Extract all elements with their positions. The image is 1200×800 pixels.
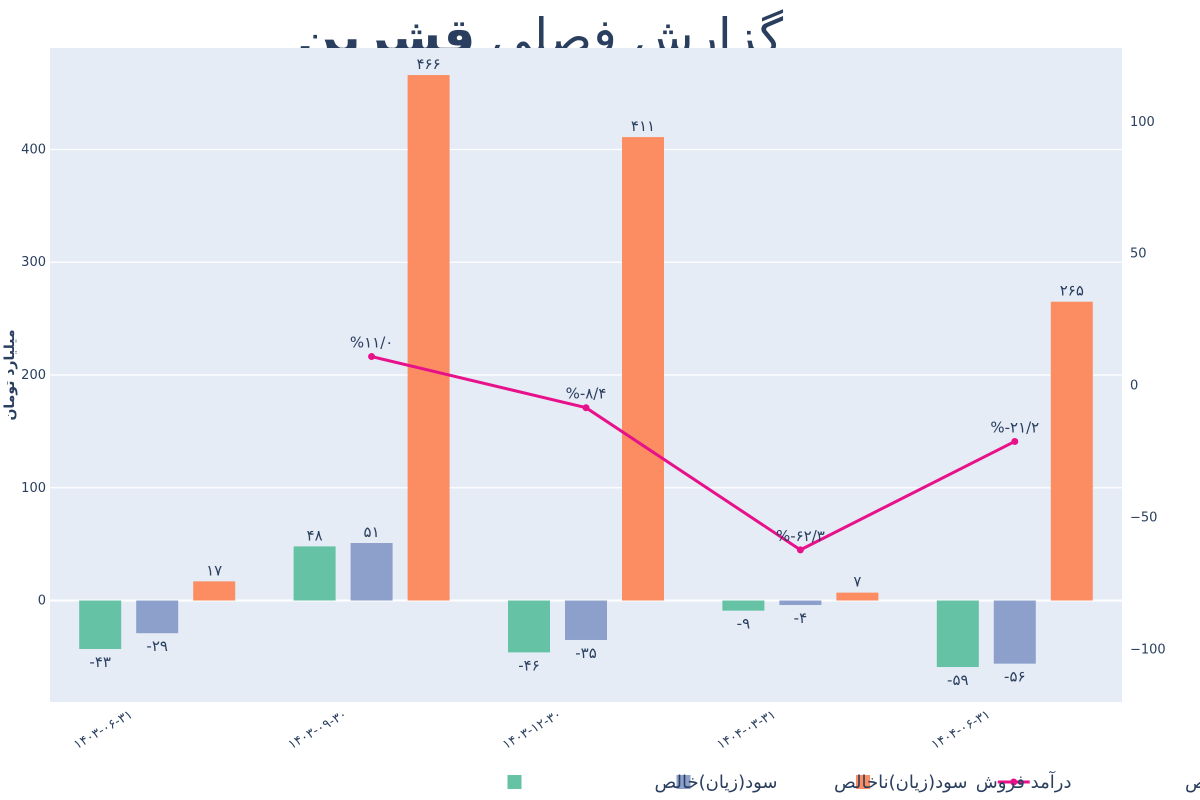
legend-label-revenue: درآمد فروش	[976, 770, 1072, 793]
legend-label-gross: سود(زیان)ناخالص	[834, 772, 968, 793]
bar-revenue	[193, 581, 236, 601]
bar-label-gross: -۴	[794, 609, 807, 627]
margin-label: %-۶۲/۳	[776, 527, 825, 545]
y-axis-title: میلیارد تومان	[2, 329, 18, 420]
legend-label-net: سود(زیان)خالص	[655, 772, 778, 793]
legend-swatch-revenue	[856, 775, 870, 789]
bar-label-net: -۹	[737, 615, 750, 633]
legend-swatch-gross	[676, 775, 691, 789]
data-labels-group: -۴۳ ۴۸ -۴۶ -۹ -۵۹ -۲۹ ۵۱ -۳۵ -۴ -۵۶ ۱۷ ۴۶۶ ۴۱۱ ۷ ۲۶۵ %۱…	[89, 55, 1083, 689]
y2-tick-label: 0	[1130, 379, 1138, 394]
legend-swatch-net	[507, 775, 522, 789]
y-tick-label: 0	[38, 594, 46, 609]
bar-label-revenue: ۲۶۵	[1060, 282, 1084, 300]
bar-label-revenue: ۴۶۶	[417, 55, 441, 73]
x-axis: ۱۴۰۳-۰۶-۳۱ ۱۴۰۳-۰۹-۳۰ ۱۴۰۳-۱۲-۳۰ ۱۴۰۴-۰۳-۳۱…	[71, 707, 993, 753]
bar-net	[79, 600, 122, 650]
y2-tick-label: −100	[1130, 642, 1166, 657]
bar-label-revenue: ۷	[853, 573, 861, 591]
y-tick-label: 400	[21, 142, 46, 157]
bar-label-net: -۴۳	[89, 653, 111, 671]
y-tick-label: 300	[21, 255, 46, 270]
bar-revenue	[407, 75, 450, 601]
legend-marker-margin	[1010, 778, 1018, 786]
x-tick-label: ۱۴۰۴-۰۳-۳۱	[715, 707, 779, 753]
bar-label-net: -۴۶	[518, 656, 540, 674]
x-tick-label: ۱۴۰۳-۰۹-۳۰	[286, 707, 350, 753]
bar-label-net: ۴۸	[307, 526, 323, 544]
y-axis-right: −100 −50 0 50 100	[1130, 115, 1166, 657]
margin-label: %۱۱/۰	[350, 334, 393, 352]
bar-revenue	[1050, 301, 1093, 601]
margin-point	[582, 404, 590, 412]
bar-gross	[779, 600, 822, 606]
bar-label-gross: -۳۵	[575, 644, 597, 662]
y-tick-label: 200	[21, 368, 46, 383]
bar-gross	[136, 600, 179, 634]
bar-net	[936, 600, 979, 668]
bar-gross	[565, 600, 607, 640]
legend: حاشیه سود ناخالص درآمد فروش سود(زیان)ناخال…	[507, 770, 1200, 793]
bar-label-gross: -۲۹	[146, 637, 168, 655]
y-axis-left: 0 100 200 300 400	[21, 142, 46, 608]
margin-label: %-۸/۴	[566, 385, 607, 403]
margin-point	[796, 546, 804, 554]
y2-tick-label: −50	[1130, 510, 1157, 525]
legend-label-margin: حاشیه سود ناخالص	[1185, 772, 1200, 793]
x-tick-label: ۱۴۰۳-۱۲-۳۰	[500, 707, 564, 753]
bar-gross	[350, 543, 393, 601]
margin-label: %-۲۱/۲	[990, 418, 1039, 436]
bar-revenue	[622, 137, 664, 601]
bars-group	[79, 75, 1093, 668]
bar-net	[508, 600, 550, 653]
margin-line-group	[368, 353, 1019, 554]
bar-label-net: -۵۹	[947, 671, 969, 689]
bar-label-revenue: ۴۱۱	[631, 117, 655, 135]
bar-net	[722, 600, 765, 611]
y-tick-label: 100	[21, 481, 46, 496]
bar-label-gross: ۵۱	[364, 523, 380, 541]
bar-label-gross: -۵۶	[1004, 668, 1026, 686]
bar-gross	[993, 600, 1036, 664]
bar-revenue	[836, 592, 879, 601]
margin-point	[368, 353, 376, 361]
y2-tick-label: 100	[1130, 115, 1155, 130]
x-tick-label: ۱۴۰۴-۰۶-۳۱	[929, 707, 993, 753]
margin-line	[371, 355, 1016, 552]
margin-point	[1011, 437, 1019, 445]
bar-label-revenue: ۱۷	[206, 561, 222, 579]
x-tick-label: ۱۴۰۳-۰۶-۳۱	[71, 707, 135, 753]
bar-net	[293, 546, 336, 601]
y2-tick-label: 50	[1130, 247, 1147, 262]
